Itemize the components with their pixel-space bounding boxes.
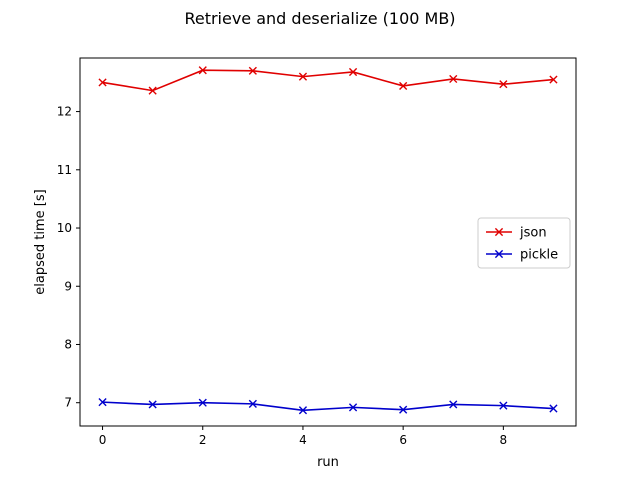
- y-axis-label: elapsed time [s]: [33, 189, 48, 294]
- x-tick-label: 6: [399, 433, 407, 447]
- x-tick-label: 4: [299, 433, 307, 447]
- data-point-pickle: [198, 398, 207, 407]
- legend-label-pickle: pickle: [520, 248, 558, 263]
- series-json: [98, 66, 558, 95]
- legend-item-json: json: [486, 226, 547, 241]
- plot-frame: [79, 57, 577, 427]
- data-point-pickle: [148, 400, 157, 409]
- y-axis-ticks: 7 8 9 10 11 12: [57, 105, 80, 410]
- legend-marker-json: [494, 227, 504, 237]
- data-point-json: [198, 66, 207, 75]
- series-layer: [98, 66, 558, 415]
- data-point-pickle: [549, 404, 558, 413]
- x-tick-label: 2: [199, 433, 207, 447]
- data-point-json: [248, 66, 257, 75]
- legend-label-json: json: [519, 226, 547, 241]
- y-tick-label: 10: [57, 221, 72, 235]
- data-point-pickle: [449, 400, 458, 409]
- data-point-pickle: [399, 405, 408, 414]
- data-point-json: [98, 78, 107, 87]
- legend-marker-pickle: [494, 249, 504, 259]
- y-tick-label: 9: [64, 279, 72, 293]
- x-tick-label: 0: [99, 433, 107, 447]
- data-point-json: [348, 67, 358, 77]
- y-tick-label: 12: [57, 105, 72, 119]
- data-point-pickle: [499, 401, 508, 410]
- series-line-json: [102, 69, 554, 92]
- series-pickle: [98, 398, 558, 415]
- data-point-json: [499, 80, 508, 89]
- x-axis-label: run: [317, 455, 339, 470]
- legend: json pickle: [477, 217, 571, 269]
- y-tick-label: 8: [64, 337, 72, 351]
- x-tick-label: 8: [500, 433, 508, 447]
- data-point-json: [148, 86, 157, 95]
- data-point-pickle: [98, 398, 107, 407]
- data-point-pickle: [348, 403, 358, 412]
- data-point-pickle: [298, 406, 308, 415]
- data-point-json: [549, 75, 558, 84]
- legend-item-pickle: pickle: [486, 248, 558, 263]
- data-point-json: [399, 81, 408, 91]
- series-line-pickle: [102, 401, 554, 412]
- data-point-json: [298, 72, 308, 81]
- data-point-pickle: [248, 399, 257, 408]
- y-tick-label: 7: [64, 396, 72, 410]
- chart-title: Retrieve and deserialize (100 MB): [184, 9, 455, 28]
- y-tick-label: 11: [57, 163, 72, 177]
- data-point-json: [449, 74, 458, 84]
- x-axis-ticks: 0 2 4 6 8: [99, 426, 507, 447]
